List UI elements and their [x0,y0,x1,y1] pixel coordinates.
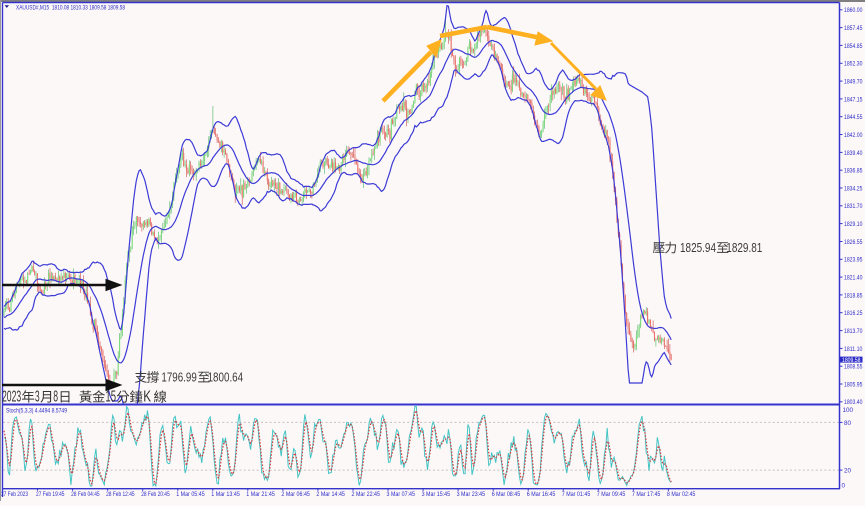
svg-text:1829.10: 1829.10 [844,221,863,228]
svg-text:1821.40: 1821.40 [844,275,863,282]
svg-text:1847.15: 1847.15 [844,96,863,103]
svg-text:1839.40: 1839.40 [844,150,863,157]
svg-text:1 Mar 05:45: 1 Mar 05:45 [176,491,205,498]
svg-text:1811.10: 1811.10 [844,346,863,353]
svg-text:1 Mar 21:45: 1 Mar 21:45 [246,491,275,498]
svg-text:1834.25: 1834.25 [844,185,863,192]
svg-text:2 Mar 22:45: 2 Mar 22:45 [352,491,381,498]
svg-text:XAUUSD#,M15 1810.08 1810.33 1: XAUUSD#,M15 1810.08 1810.33 1809.58 1809… [16,5,125,12]
svg-text:6 Mar 16:45: 6 Mar 16:45 [527,491,556,498]
svg-text:20: 20 [844,468,851,475]
svg-text:80: 80 [844,420,851,427]
svg-text:1813.70: 1813.70 [844,328,863,335]
svg-text:1800.64: 1800.64 [208,371,244,385]
svg-text:7 Mar 17:45: 7 Mar 17:45 [632,491,661,498]
svg-text:1826.55: 1826.55 [844,239,863,246]
svg-text:1860.00: 1860.00 [844,7,863,14]
svg-text:1823.95: 1823.95 [844,257,863,264]
svg-text:1831.70: 1831.70 [844,203,863,210]
svg-text:1809.58: 1809.58 [842,357,861,364]
svg-text:1818.85: 1818.85 [844,292,863,299]
svg-text:27 Feb 2023: 27 Feb 2023 [1,491,28,498]
svg-text:Stoch(5,3,3) 4.4494 8.5749: Stoch(5,3,3) 4.4494 8.5749 [6,408,67,415]
svg-text:7 Mar 09:45: 7 Mar 09:45 [597,491,626,498]
svg-text:3 Mar 07:45: 3 Mar 07:45 [387,491,416,498]
svg-text:2 Mar 06:45: 2 Mar 06:45 [281,491,310,498]
svg-text:K: K [143,388,151,405]
svg-text:1805.95: 1805.95 [844,381,863,388]
svg-text:2023: 2023 [2,388,21,405]
svg-text:1854.85: 1854.85 [844,43,863,50]
svg-text:1829.81: 1829.81 [726,241,762,255]
svg-text:1849.70: 1849.70 [844,79,863,86]
svg-text:28 Feb 04:45: 28 Feb 04:45 [71,491,100,498]
svg-text:3: 3 [35,388,40,405]
svg-text:1852.30: 1852.30 [844,61,863,68]
svg-text:28 Feb 20:45: 28 Feb 20:45 [141,491,170,498]
svg-text:0: 0 [842,483,846,490]
svg-text:1816.25: 1816.25 [844,310,863,317]
svg-text:1825.94: 1825.94 [680,241,716,255]
svg-text:1796.99: 1796.99 [161,371,196,385]
svg-text:6 Mar 08:45: 6 Mar 08:45 [492,491,521,498]
svg-text:1836.85: 1836.85 [844,168,863,175]
svg-text:8: 8 [53,388,58,405]
svg-text:100: 100 [843,407,854,414]
svg-text:3 Mar 23:45: 3 Mar 23:45 [457,491,486,498]
svg-text:1808.55: 1808.55 [844,364,863,371]
svg-text:1857.45: 1857.45 [844,25,863,32]
svg-text:3 Mar 15:45: 3 Mar 15:45 [422,491,451,498]
svg-text:1844.55: 1844.55 [844,114,863,121]
svg-text:2 Mar 14:45: 2 Mar 14:45 [316,491,345,498]
svg-text:7 Mar 01:45: 7 Mar 01:45 [562,491,591,498]
svg-text:28 Feb 12:45: 28 Feb 12:45 [106,491,135,498]
svg-text:1 Mar 13:45: 1 Mar 13:45 [211,491,240,498]
svg-text:1803.40: 1803.40 [844,399,863,406]
svg-text:15: 15 [105,388,116,405]
svg-text:8 Mar 02:45: 8 Mar 02:45 [667,491,696,498]
svg-text:1842.00: 1842.00 [844,132,863,139]
svg-text:27 Feb 19:45: 27 Feb 19:45 [36,491,65,498]
